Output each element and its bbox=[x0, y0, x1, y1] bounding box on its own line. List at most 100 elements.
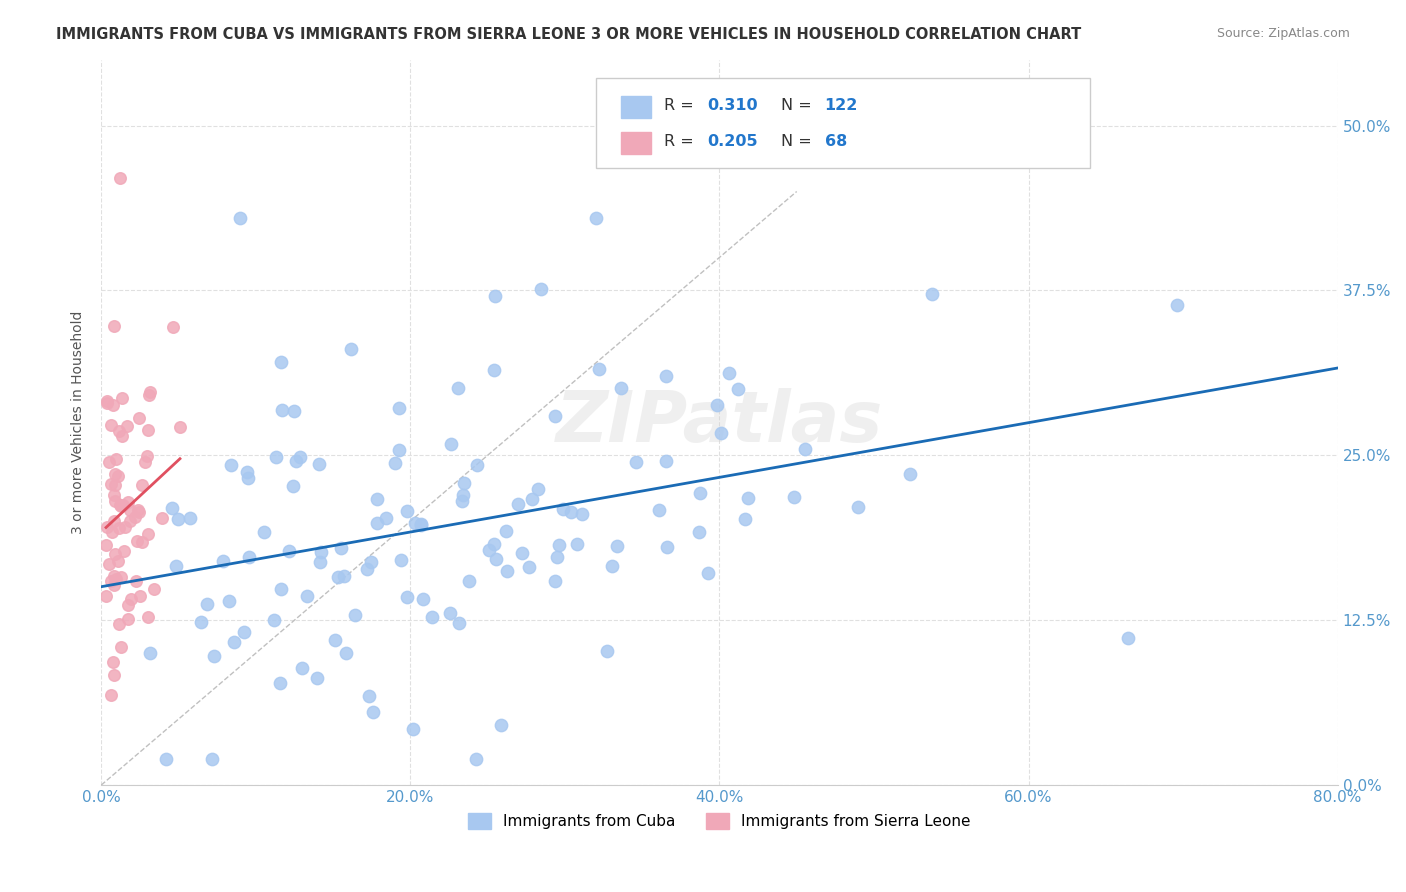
Point bbox=[288, 450, 311, 464]
Point bbox=[104, 451, 127, 466]
Point bbox=[124, 574, 146, 588]
Text: 0.310: 0.310 bbox=[707, 98, 758, 112]
Point bbox=[309, 545, 332, 559]
Point bbox=[96, 520, 118, 534]
Point bbox=[253, 524, 276, 539]
Point bbox=[588, 362, 610, 376]
Point bbox=[655, 541, 678, 555]
FancyBboxPatch shape bbox=[596, 78, 1091, 169]
Point bbox=[271, 402, 294, 417]
Point bbox=[412, 591, 434, 606]
Point bbox=[447, 381, 470, 395]
Point bbox=[211, 554, 233, 568]
Point bbox=[110, 569, 132, 583]
Point bbox=[439, 606, 461, 620]
Point bbox=[103, 478, 125, 492]
Point bbox=[129, 589, 152, 603]
Point bbox=[127, 503, 149, 517]
Point bbox=[655, 368, 678, 383]
Point bbox=[110, 500, 132, 514]
Point bbox=[453, 476, 475, 491]
Point bbox=[356, 562, 378, 576]
Point bbox=[357, 689, 380, 703]
Point bbox=[131, 535, 153, 549]
Point bbox=[134, 455, 156, 469]
Point bbox=[201, 752, 224, 766]
Point bbox=[308, 457, 330, 471]
Point bbox=[527, 482, 550, 496]
Point bbox=[117, 612, 139, 626]
Point bbox=[710, 425, 733, 440]
Point bbox=[560, 505, 582, 519]
Point bbox=[491, 718, 513, 732]
Point bbox=[104, 547, 127, 561]
Point bbox=[108, 171, 131, 186]
Point bbox=[277, 544, 299, 558]
Point bbox=[737, 491, 759, 506]
Point bbox=[100, 574, 122, 589]
Point bbox=[520, 491, 543, 506]
Point bbox=[125, 534, 148, 549]
Point bbox=[100, 477, 122, 491]
Point bbox=[450, 493, 472, 508]
Point bbox=[734, 512, 756, 526]
Point bbox=[484, 537, 506, 551]
Point bbox=[238, 549, 260, 564]
Point bbox=[485, 552, 508, 566]
Point bbox=[103, 488, 125, 502]
Point bbox=[107, 553, 129, 567]
Point bbox=[169, 420, 191, 434]
Point bbox=[162, 319, 184, 334]
Point bbox=[332, 569, 354, 583]
Point bbox=[404, 516, 426, 531]
Point bbox=[517, 560, 540, 574]
Point bbox=[544, 574, 567, 588]
Point bbox=[496, 564, 519, 578]
Text: N =: N = bbox=[782, 134, 817, 149]
Point bbox=[655, 454, 678, 468]
Point bbox=[420, 610, 443, 624]
Point bbox=[794, 442, 817, 456]
Point bbox=[128, 411, 150, 425]
Point bbox=[103, 668, 125, 682]
Point bbox=[270, 355, 292, 369]
Point bbox=[160, 501, 183, 516]
Point bbox=[98, 557, 121, 571]
Point bbox=[269, 676, 291, 690]
Text: 0.205: 0.205 bbox=[707, 134, 758, 149]
Point bbox=[484, 289, 506, 303]
Point bbox=[921, 286, 943, 301]
Point bbox=[136, 527, 159, 541]
Point bbox=[232, 624, 254, 639]
Point bbox=[179, 511, 201, 525]
Point bbox=[114, 519, 136, 533]
Point bbox=[846, 500, 869, 514]
Point bbox=[624, 454, 647, 468]
Point bbox=[104, 494, 127, 508]
Point bbox=[546, 550, 568, 565]
Point bbox=[103, 318, 125, 333]
Point bbox=[222, 635, 245, 649]
Point bbox=[138, 387, 160, 401]
Point bbox=[139, 385, 162, 400]
Point bbox=[360, 555, 382, 569]
Point bbox=[329, 541, 352, 555]
Point bbox=[218, 593, 240, 607]
Point bbox=[115, 419, 138, 434]
Point bbox=[136, 610, 159, 624]
Bar bbox=[620, 132, 651, 154]
Point bbox=[128, 505, 150, 519]
Point bbox=[375, 510, 398, 524]
Point bbox=[1116, 631, 1139, 645]
Point bbox=[706, 398, 728, 412]
Point bbox=[117, 598, 139, 612]
Point bbox=[139, 646, 162, 660]
Point bbox=[465, 458, 488, 472]
Point bbox=[727, 382, 749, 396]
Point bbox=[547, 538, 569, 552]
Point bbox=[108, 616, 131, 631]
Point bbox=[110, 640, 132, 654]
Point bbox=[508, 497, 530, 511]
Point bbox=[395, 504, 418, 518]
Point bbox=[100, 524, 122, 539]
